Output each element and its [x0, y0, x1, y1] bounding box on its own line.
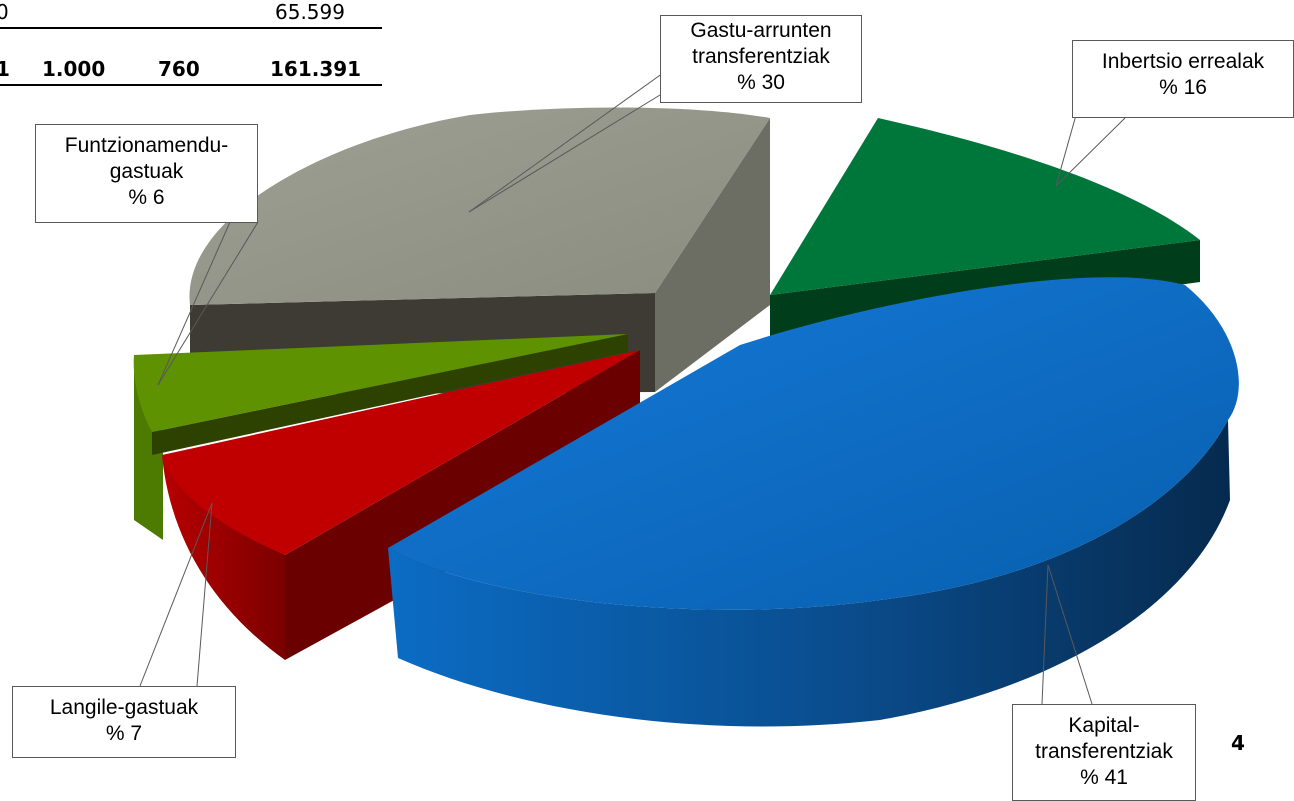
table-cell: 0	[0, 0, 9, 24]
leader-langile-2	[196, 502, 213, 687]
page-number: 4	[1231, 731, 1245, 755]
callout-inbertsio-errealak: Inbertsio errealak % 16	[1072, 40, 1294, 118]
callout-langile-gastuak: Langile-gastuak % 7	[12, 686, 236, 758]
callout-leaders	[139, 67, 1126, 705]
callout-line: % 7	[105, 722, 143, 745]
callout-line: Funtzionamendu-	[64, 134, 229, 157]
table-cell: 65.599	[275, 0, 345, 24]
leader-gastu-arrunten	[468, 67, 671, 213]
callout-line: transferentziak	[692, 45, 830, 68]
pie-slice-langile-gastuak	[162, 350, 640, 660]
callout-line: Inbertsio errealak	[1101, 50, 1265, 73]
leader-gastu-arrunten-2	[468, 94, 661, 213]
table-rule	[0, 27, 382, 29]
callout-line: Langile-gastuak	[49, 696, 199, 719]
table-rule	[0, 84, 382, 86]
callout-kapital-transferentziak: Kapital- transferentziak % 41	[1012, 704, 1196, 801]
table-total-cell: 161.391	[270, 57, 362, 81]
table-total-cell: 760	[158, 57, 200, 81]
leader-langile	[139, 502, 213, 687]
leader-kapital	[1047, 564, 1093, 705]
pie-slice-kapital-transferentziak	[388, 277, 1239, 727]
callout-line: transferentziak	[1035, 740, 1173, 763]
leader-funtzionamendu-2	[157, 221, 259, 386]
pie-slice-funtzionamendu	[133, 334, 628, 540]
leader-inbertsio	[1055, 107, 1079, 187]
callout-gastu-arrunten: Gastu-arrunten transferentziak % 30	[660, 15, 862, 103]
callout-line: % 30	[737, 71, 785, 94]
callout-funtzionamendu: Funtzionamendu- gastuak % 6	[35, 124, 258, 223]
callout-line: % 41	[1080, 766, 1128, 789]
callout-line: % 6	[128, 186, 165, 209]
table-total-cell: 1.000	[42, 57, 106, 81]
leader-inbertsio-2	[1055, 117, 1126, 187]
leader-kapital-2	[1041, 564, 1049, 705]
leader-funtzionamendu	[157, 221, 231, 386]
callout-line: gastuak	[109, 160, 184, 183]
callout-line: Gastu-arrunten	[690, 19, 832, 42]
callout-line: % 16	[1159, 76, 1207, 99]
callout-line: Kapital-	[1068, 714, 1140, 737]
table-total-cell: 1	[0, 57, 10, 81]
